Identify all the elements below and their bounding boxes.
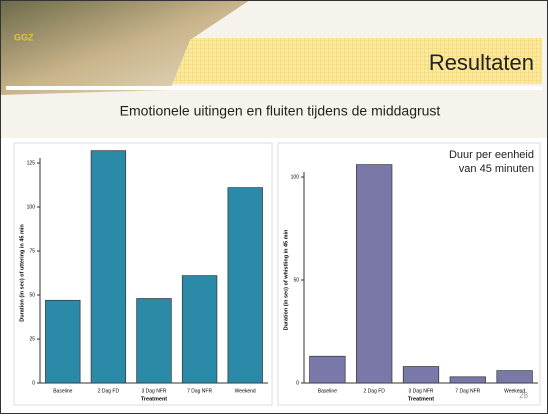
y-tick-label: 0 — [32, 380, 35, 386]
slide-subtitle: Emotionele uitingen en fluiten tijdens d… — [120, 103, 441, 119]
slide-title: Resultaten — [429, 50, 534, 75]
x-axis-label: Treatment — [408, 396, 434, 402]
x-tick-label: 7 Dag NFR — [187, 388, 212, 394]
x-tick-label: 3 Dag NFR — [141, 388, 166, 394]
x-tick-label: Weekend — [235, 388, 256, 394]
bar — [402, 366, 440, 384]
page-number: 28 — [519, 391, 528, 400]
bar — [309, 355, 346, 384]
y-tick-label: 100 — [291, 174, 300, 180]
header-photo — [0, 0, 250, 95]
annotation: van 45 minuten — [459, 163, 534, 175]
annotation: Duur per eenheid — [449, 149, 534, 161]
header-divider — [6, 86, 542, 90]
y-tick-label: 25 — [29, 336, 35, 342]
x-tick-label: Weekend — [504, 388, 525, 394]
y-tick-label: 75 — [29, 248, 35, 254]
bar — [45, 299, 81, 384]
y-axis-label: Duration (in sec) of uttering in 45 min — [19, 224, 25, 322]
bar — [449, 376, 486, 384]
x-tick-label: 2 Dag FD — [98, 388, 120, 394]
y-tick-label: 50 — [293, 277, 299, 283]
x-tick-label: 2 Dag FD — [363, 388, 385, 394]
bar — [356, 164, 393, 384]
bar — [181, 275, 218, 384]
bar — [496, 370, 533, 384]
x-axis-label: Treatment — [141, 396, 167, 402]
bar — [227, 187, 263, 384]
bar — [136, 298, 172, 384]
y-axis-label: Duration (in sec) of whistling in 45 min — [283, 229, 289, 330]
x-tick-label: 7 Dag NFR — [455, 388, 480, 394]
x-tick-label: Baseline — [318, 388, 337, 394]
logo: GGZ — [14, 32, 34, 42]
x-tick-label: Baseline — [53, 388, 72, 394]
y-tick-label: 125 — [27, 160, 36, 166]
bar — [90, 150, 127, 384]
y-tick-label: 0 — [296, 380, 299, 386]
y-tick-label: 100 — [27, 204, 36, 210]
y-tick-label: 50 — [29, 292, 35, 298]
x-tick-label: 3 Dag NFR — [408, 388, 433, 394]
title-pattern — [170, 38, 542, 84]
